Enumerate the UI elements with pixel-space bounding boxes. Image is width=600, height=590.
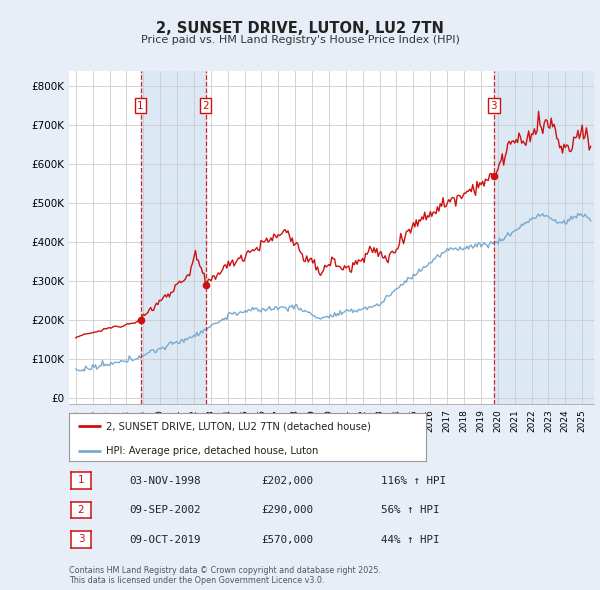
Text: 09-OCT-2019: 09-OCT-2019: [129, 535, 200, 545]
Text: HPI: Average price, detached house, Luton: HPI: Average price, detached house, Luto…: [106, 445, 319, 455]
Bar: [494, 71, 594, 404]
Text: £202,000: £202,000: [261, 476, 313, 486]
Text: 09-SEP-2002: 09-SEP-2002: [129, 506, 200, 515]
Text: £570,000: £570,000: [261, 535, 313, 545]
Text: 3: 3: [491, 101, 497, 111]
Text: 2, SUNSET DRIVE, LUTON, LU2 7TN (detached house): 2, SUNSET DRIVE, LUTON, LU2 7TN (detache…: [106, 421, 371, 431]
Text: £290,000: £290,000: [261, 506, 313, 515]
Text: 2: 2: [202, 101, 209, 111]
Text: 116% ↑ HPI: 116% ↑ HPI: [381, 476, 446, 486]
Text: Price paid vs. HM Land Registry's House Price Index (HPI): Price paid vs. HM Land Registry's House …: [140, 35, 460, 45]
Bar: [140, 71, 206, 404]
Text: 1: 1: [137, 101, 144, 111]
Text: 2, SUNSET DRIVE, LUTON, LU2 7TN: 2, SUNSET DRIVE, LUTON, LU2 7TN: [156, 21, 444, 35]
Text: 03-NOV-1998: 03-NOV-1998: [129, 476, 200, 486]
Text: 1: 1: [77, 476, 85, 485]
Text: 56% ↑ HPI: 56% ↑ HPI: [381, 506, 439, 515]
Text: 44% ↑ HPI: 44% ↑ HPI: [381, 535, 439, 545]
Text: Contains HM Land Registry data © Crown copyright and database right 2025.
This d: Contains HM Land Registry data © Crown c…: [69, 566, 381, 585]
Text: 3: 3: [77, 535, 85, 544]
Text: 2: 2: [77, 505, 85, 514]
